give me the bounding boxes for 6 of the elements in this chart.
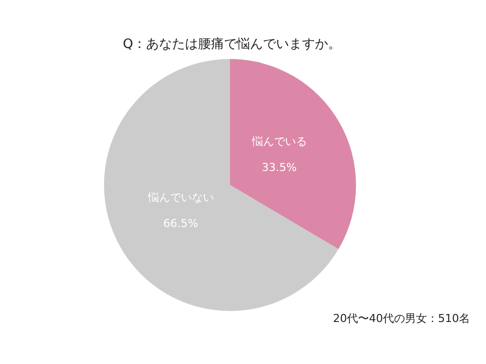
pie-slice bbox=[104, 59, 338, 311]
text: 20代〜40代の男女：510名 bbox=[333, 312, 470, 325]
pie-slice bbox=[230, 59, 356, 250]
chart-title: Q：あなたは腰痛で悩んでいますか。 bbox=[122, 37, 342, 52]
data-label: 33.5% bbox=[262, 160, 297, 174]
slice-label: 悩んでいる bbox=[250, 134, 307, 148]
